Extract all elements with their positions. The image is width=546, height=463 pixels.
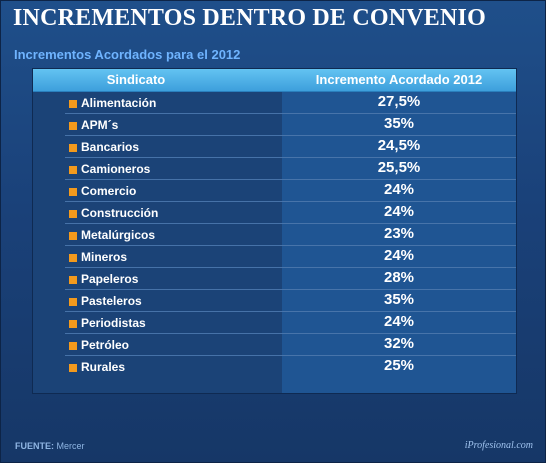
increments-table: Sindicato Incremento Acordado 2012 Alime…: [32, 68, 517, 394]
orange-square-icon: [69, 122, 77, 130]
increment-value: 35%: [383, 291, 415, 308]
orange-square-icon: [69, 232, 77, 240]
orange-square-icon: [69, 276, 77, 284]
increment-value: 25,5%: [377, 159, 421, 176]
row-divider: [65, 245, 516, 246]
table-row: Construcción 24%: [33, 202, 516, 224]
table-row: Alimentación 27,5%: [33, 92, 516, 114]
increment-value: 24%: [383, 181, 415, 198]
table-row: APM´s 35%: [33, 114, 516, 136]
orange-square-icon: [69, 166, 77, 174]
orange-square-icon: [69, 100, 77, 108]
sindicato-name: Construcción: [81, 206, 159, 220]
table-row: Rurales 25%: [33, 356, 516, 378]
row-divider: [65, 201, 516, 202]
source-value: Mercer: [56, 441, 85, 451]
table-row: Periodistas 24%: [33, 312, 516, 334]
row-divider: [65, 179, 516, 180]
column-header-sindicato: Sindicato: [106, 72, 166, 87]
increment-value: 24%: [383, 313, 415, 330]
row-divider: [65, 135, 516, 136]
orange-square-icon: [69, 254, 77, 262]
sindicato-name: Petróleo: [81, 338, 130, 352]
sindicato-name: Papeleros: [81, 272, 139, 286]
row-divider: [65, 333, 516, 334]
sindicato-name: Camioneros: [81, 162, 151, 176]
orange-square-icon: [69, 210, 77, 218]
increment-value: 25%: [383, 357, 415, 374]
table-row: Bancarios 24,5%: [33, 136, 516, 158]
increment-value: 23%: [383, 225, 415, 242]
sindicato-name: Periodistas: [81, 316, 146, 330]
row-divider: [65, 223, 516, 224]
source-label: FUENTE:: [15, 441, 54, 451]
row-divider: [65, 267, 516, 268]
orange-square-icon: [69, 144, 77, 152]
sindicato-name: Pasteleros: [81, 294, 142, 308]
sindicato-name: Rurales: [81, 360, 126, 374]
source-note: FUENTE: Mercer: [15, 441, 85, 451]
table-header: Sindicato Incremento Acordado 2012: [33, 69, 516, 92]
sindicato-name: APM´s: [81, 118, 119, 132]
sindicato-name: Alimentación: [81, 96, 157, 110]
table-body: Alimentación 27,5% APM´s 35% Bancarios 24,5% C…: [33, 92, 516, 378]
value-column-background: [282, 91, 516, 393]
sindicato-name: Metalúrgicos: [81, 228, 156, 242]
column-header-incremento: Incremento Acordado 2012: [315, 72, 483, 87]
row-divider: [65, 157, 516, 158]
orange-square-icon: [69, 320, 77, 328]
subtitle: Incrementos Acordados para el 2012: [14, 47, 241, 62]
table-row: Mineros 24%: [33, 246, 516, 268]
table-row: Pasteleros 35%: [33, 290, 516, 312]
increment-value: 32%: [383, 335, 415, 352]
increment-value: 28%: [383, 269, 415, 286]
table-row: Camioneros 25,5%: [33, 158, 516, 180]
sindicato-name: Comercio: [81, 184, 137, 198]
orange-square-icon: [69, 298, 77, 306]
orange-square-icon: [69, 342, 77, 350]
orange-square-icon: [69, 188, 77, 196]
increment-value: 24%: [383, 203, 415, 220]
row-divider: [65, 355, 516, 356]
page-title: INCREMENTOS DENTRO DE CONVENIO: [13, 5, 486, 31]
increment-value: 24%: [383, 247, 415, 264]
increment-value: 24,5%: [377, 137, 421, 154]
table-row: Petróleo 32%: [33, 334, 516, 356]
sindicato-name: Mineros: [81, 250, 128, 264]
table-row: Comercio 24%: [33, 180, 516, 202]
table-row: Metalúrgicos 23%: [33, 224, 516, 246]
row-divider: [65, 113, 516, 114]
orange-square-icon: [69, 364, 77, 372]
brand-credit: iProfesional.com: [464, 440, 533, 451]
increment-value: 27,5%: [377, 93, 421, 110]
sindicato-name: Bancarios: [81, 140, 140, 154]
row-divider: [65, 311, 516, 312]
table-row: Papeleros 28%: [33, 268, 516, 290]
increment-value: 35%: [383, 115, 415, 132]
row-divider: [65, 289, 516, 290]
